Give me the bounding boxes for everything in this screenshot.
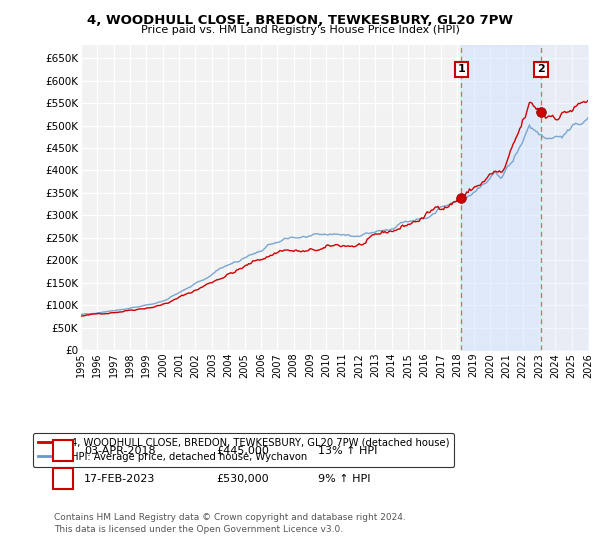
Text: Price paid vs. HM Land Registry's House Price Index (HPI): Price paid vs. HM Land Registry's House …	[140, 25, 460, 35]
Legend: 4, WOODHULL CLOSE, BREDON, TEWKESBURY, GL20 7PW (detached house), HPI: Average p: 4, WOODHULL CLOSE, BREDON, TEWKESBURY, G…	[33, 433, 454, 467]
Text: 9% ↑ HPI: 9% ↑ HPI	[318, 474, 371, 484]
Text: 1: 1	[59, 444, 67, 458]
Text: 2: 2	[59, 472, 67, 486]
Text: £530,000: £530,000	[216, 474, 269, 484]
Text: Contains HM Land Registry data © Crown copyright and database right 2024.
This d: Contains HM Land Registry data © Crown c…	[54, 513, 406, 534]
Text: 13% ↑ HPI: 13% ↑ HPI	[318, 446, 377, 456]
Text: 17-FEB-2023: 17-FEB-2023	[84, 474, 155, 484]
Text: 1: 1	[457, 64, 465, 74]
Text: 4, WOODHULL CLOSE, BREDON, TEWKESBURY, GL20 7PW: 4, WOODHULL CLOSE, BREDON, TEWKESBURY, G…	[87, 14, 513, 27]
FancyBboxPatch shape	[53, 440, 73, 461]
Text: 03-APR-2018: 03-APR-2018	[84, 446, 155, 456]
FancyBboxPatch shape	[53, 468, 73, 489]
Text: 2: 2	[537, 64, 545, 74]
Text: £445,000: £445,000	[216, 446, 269, 456]
